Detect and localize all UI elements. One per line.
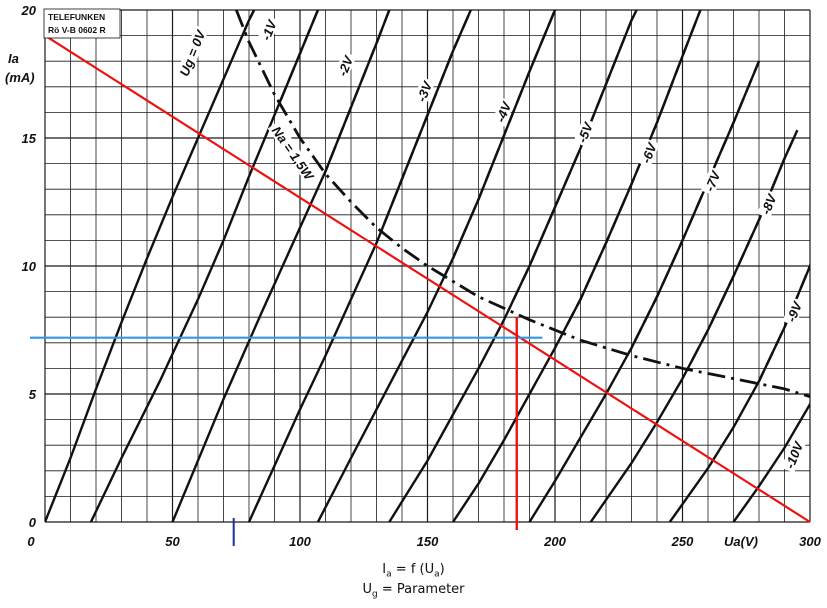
series-line (316, 10, 557, 522)
series-line (732, 401, 810, 522)
x-tick-label: 300 (799, 534, 821, 549)
series-line-dashed (236, 10, 391, 400)
curve-label-group: -7V (700, 166, 724, 196)
series-line-dashed (630, 129, 799, 400)
curve-label: Na = 1,5W (269, 124, 318, 185)
x-tick-label: 100 (289, 534, 311, 549)
y-axis-label-symbol: Ia (8, 51, 19, 66)
y-axis-label-unit: (mA) (5, 70, 35, 85)
curve-label-bg (782, 297, 806, 327)
y-axis-label: Ia (mA) (5, 51, 35, 85)
curve-label-bg (781, 437, 807, 473)
curve-label: -2V (335, 53, 357, 79)
curve-label-group: -10V (781, 437, 807, 473)
formula-parameter: = Parameter (377, 582, 465, 597)
curve-label: -7V (702, 168, 724, 194)
curve-label: -9V (783, 298, 805, 324)
curve-label: -8V (758, 191, 780, 217)
curve-label: -1V (258, 17, 280, 43)
curve-label-group: -4V (491, 97, 515, 127)
curve-label-group: -2V (333, 51, 357, 81)
curve-label-group: -3V (412, 77, 436, 107)
curve-label-group: Ug = 0V (175, 25, 209, 81)
formula-ug-subscript: g (372, 589, 378, 600)
series-line (234, 10, 810, 399)
annotation-group (30, 34, 811, 546)
x-axis-label: Ua(V) (724, 534, 758, 549)
curve-label-bg (175, 25, 209, 81)
formula-ua-subscript: a (434, 569, 440, 580)
curve-label-bg (700, 166, 724, 196)
curve-label-group: -5V (573, 118, 596, 148)
curve-label-bg (637, 138, 660, 168)
series-line-dashed (273, 10, 472, 400)
stamp-line-2: Rö V-B 0602 R (48, 25, 106, 35)
curve-label-bg (412, 77, 436, 107)
curve-label: -5V (574, 119, 596, 145)
stamp-line-1: TELEFUNKEN (48, 12, 105, 22)
curve-label-bg (333, 51, 357, 81)
curve-label-group: -9V (782, 297, 806, 327)
series-line (171, 10, 391, 522)
curve-label: -4V (493, 99, 515, 125)
x-tick-label: 250 (671, 534, 694, 549)
y-tick-label: 5 (29, 387, 37, 402)
series-group (45, 10, 810, 522)
y-tick-label: 0 (29, 515, 37, 530)
series-clipped (45, 10, 810, 522)
curve-label-group: -6V (637, 138, 660, 168)
curve-label: Ug = 0V (176, 27, 208, 78)
series-line (45, 10, 256, 522)
series-line-dashed (349, 10, 557, 400)
formula-ia-subscript: a (386, 569, 392, 580)
curve-label-bg (573, 118, 596, 148)
curve-label-bg (267, 120, 319, 186)
series-line-dashed (706, 245, 810, 400)
curve-label: -6V (638, 140, 660, 166)
formula-ia-symbol: I (382, 562, 387, 577)
y-tick-label: 20 (21, 3, 37, 18)
x-tick-label: 150 (417, 534, 439, 549)
curve-label-group: -8V (756, 189, 780, 219)
formula-line-1: Ia = f (Ua) (0, 562, 827, 580)
series-line-dashed (236, 10, 320, 400)
formula-ug-symbol: U (362, 582, 372, 597)
curve-label-bg (756, 189, 780, 219)
formula-line-2: Ug = Parameter (0, 582, 827, 600)
y-tick-label: 15 (22, 131, 37, 146)
curve-label: -3V (414, 78, 436, 104)
series-line-dashed (477, 10, 702, 400)
x-tick-label: 50 (165, 534, 180, 549)
telefunken-stamp: TELEFUNKEN Rö V-B 0602 R (43, 8, 121, 39)
load-line (44, 34, 811, 523)
y-tick-label: 10 (22, 259, 37, 274)
curve-label-group: -1V (257, 15, 280, 45)
curve-label-bg (491, 97, 515, 127)
x-tick-label: 200 (543, 534, 566, 549)
formula-close: ) (439, 562, 445, 577)
curve-label-bg (257, 15, 280, 45)
x-tick-label: 0 (27, 534, 35, 549)
series-line-dashed (553, 60, 761, 400)
formula-function: = f (U (391, 562, 435, 577)
